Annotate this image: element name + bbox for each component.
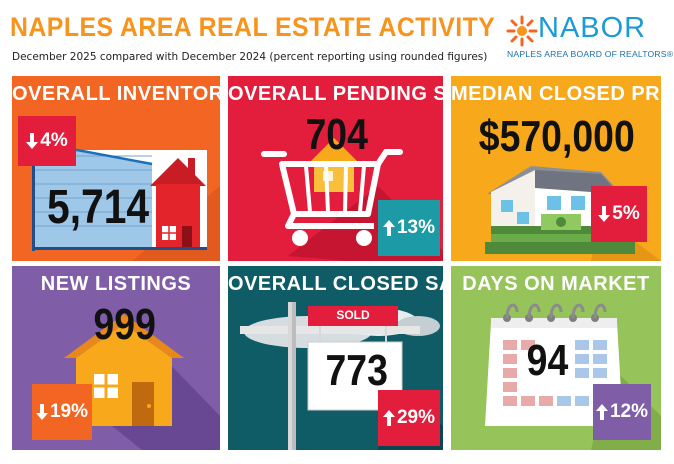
arrow-down-icon — [598, 206, 611, 222]
page-title: NAPLES AREA REAL ESTATE ACTIVITY — [10, 12, 496, 42]
house-chart-icon — [32, 136, 220, 261]
tile-overall-inventory: OVERALL INVENTORY 5,714 4% — [12, 76, 220, 261]
sold-sign-text: SOLD — [336, 308, 370, 322]
value-new-listings: 999 — [93, 300, 156, 349]
value-overall-closed-sales: 773 — [325, 346, 388, 395]
tile-label-median-closed-price: MEDIAN CLOSED PRICE — [451, 83, 661, 105]
tile-overall-pending-sales: OVERALL PENDING SALES 704 13% — [228, 76, 443, 261]
sunburst-icon — [506, 15, 538, 47]
arrow-up-icon — [382, 220, 395, 236]
change-badge-median-closed-price: 5% — [591, 186, 647, 242]
change-value-overall-closed-sales: 29% — [396, 407, 436, 428]
tile-label-days-on-market: DAYS ON MARKET — [462, 273, 650, 295]
change-value-days-on-market: 12% — [609, 401, 649, 422]
change-value-new-listings: 19% — [49, 401, 89, 422]
arrow-down-icon — [26, 133, 39, 149]
change-value-median-closed-price: 5% — [612, 203, 640, 224]
change-badge-new-listings: 19% — [32, 384, 92, 440]
tile-label-overall-pending-sales: OVERALL PENDING SALES — [228, 83, 443, 105]
tile-days-on-market: DAYS ON MARKET 94 12% — [451, 266, 661, 450]
logo-tagline: NAPLES AREA BOARD OF REALTORS® — [507, 49, 674, 59]
tile-overall-closed-sales: OVERALL CLOSED SALES SOLD 773 29% — [228, 266, 443, 450]
tile-new-listings: NEW LISTINGS 999 19% — [12, 266, 220, 450]
change-badge-days-on-market: 12% — [593, 384, 651, 440]
logo-wordmark: NABOR — [538, 12, 647, 44]
change-value-overall-inventory: 4% — [40, 130, 68, 151]
arrow-up-icon — [382, 410, 395, 426]
change-value-overall-pending-sales: 13% — [396, 217, 436, 238]
nabor-logo: NABOR NAPLES AREA BOARD OF REALTORS® — [505, 12, 673, 66]
tile-label-overall-closed-sales: OVERALL CLOSED SALES — [228, 273, 443, 295]
change-badge-overall-closed-sales: 29% — [378, 390, 440, 446]
value-median-closed-price: $570,000 — [478, 112, 635, 161]
tile-median-closed-price: MEDIAN CLOSED PRICE $570,000 5% — [451, 76, 661, 261]
change-badge-overall-pending-sales: 13% — [378, 200, 440, 256]
value-days-on-market: 94 — [526, 336, 569, 385]
page-subtitle: December 2025 compared with December 202… — [12, 51, 488, 63]
tile-label-overall-inventory: OVERALL INVENTORY — [12, 83, 220, 105]
arrow-down-icon — [35, 404, 48, 420]
value-overall-pending-sales: 704 — [305, 110, 368, 159]
change-badge-overall-inventory: 4% — [18, 116, 76, 166]
value-overall-inventory: 5,714 — [47, 181, 150, 234]
tile-label-new-listings: NEW LISTINGS — [40, 273, 192, 295]
house-icon — [64, 314, 220, 450]
arrow-up-icon — [595, 404, 608, 420]
